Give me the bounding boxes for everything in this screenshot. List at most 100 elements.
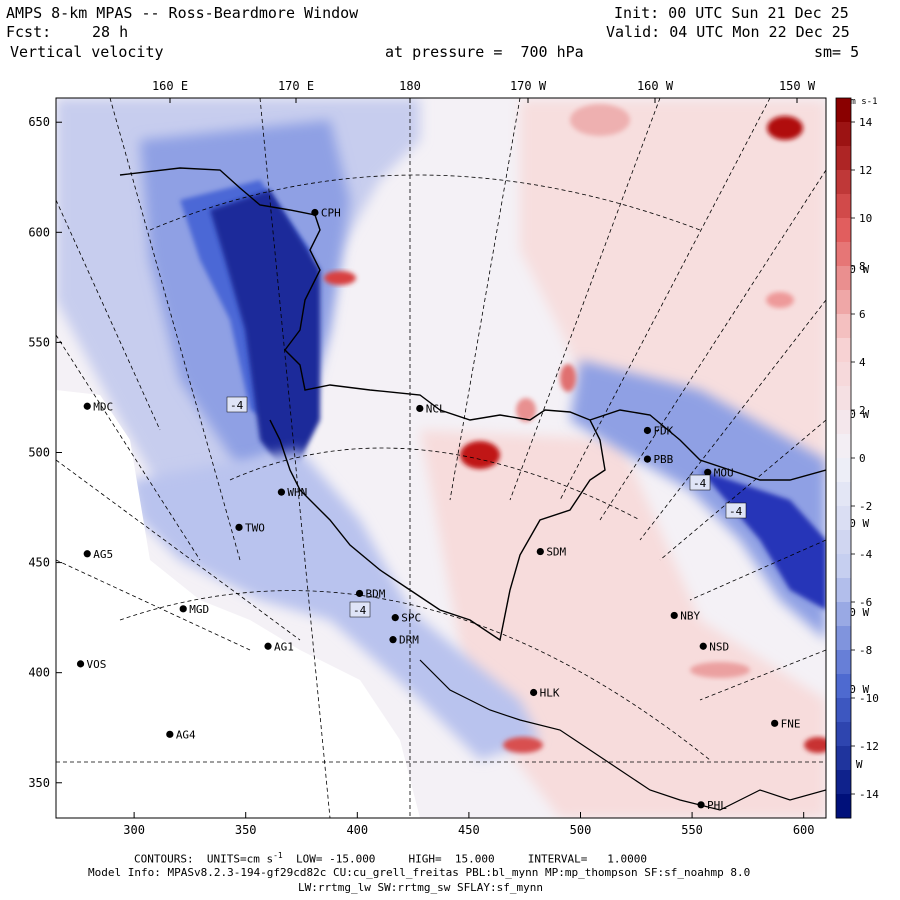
station-label: SPC [401, 612, 421, 625]
colorbar-bin [836, 170, 851, 195]
station-label: NSD [709, 640, 729, 653]
colorbar-units: cm s-1 [845, 97, 878, 107]
station-label: CPH [321, 206, 341, 219]
station-marker [355, 589, 364, 598]
colorbar-tick-label: -10 [859, 692, 879, 705]
colorbar-bin [836, 314, 851, 339]
longitude-label: 160 W [637, 79, 674, 93]
colorbar-bin [836, 506, 851, 531]
station-label: FDK [653, 424, 673, 437]
graticule [56, 98, 826, 818]
colorbar-tick-label: -8 [859, 644, 872, 657]
blue-band-east [570, 360, 826, 640]
x-tick-label: 550 [681, 823, 703, 837]
colorbar-bin [836, 746, 851, 771]
colorbar-bin [836, 194, 851, 219]
footer-model-info: Model Info: MPASv8.2.3-194-gf29cd82c CU:… [88, 866, 751, 879]
colorbar-tick-label: 2 [859, 404, 866, 417]
station-label: SDM [546, 546, 566, 559]
colorbar-tick-label: -12 [859, 740, 879, 753]
coastline-east [589, 409, 826, 481]
blue-strong-core [210, 190, 320, 480]
station-marker [771, 719, 779, 727]
red-cell [690, 662, 750, 678]
chart-title: AMPS 8-km MPAS -- Ross-Beardmore Window [6, 4, 359, 22]
field-name: Vertical velocity [10, 43, 164, 61]
pressure-level: at pressure = 700 hPa [385, 43, 584, 61]
colorbar-bin [836, 554, 851, 579]
init-time: Init: 00 UTC Sun 21 Dec 25 [614, 4, 849, 22]
forecast-label: Fcst: [6, 23, 52, 41]
station-label: AG5 [93, 548, 113, 561]
red-cell [503, 737, 543, 753]
station-marker [670, 611, 678, 620]
station-label: FNE [781, 717, 801, 730]
station-marker [643, 426, 652, 435]
colorbar: cm s-1 14 12 10 8 6 4 2 0 -2 -4 -6 -8 -10 -12 -14 [835, 97, 879, 819]
y-axis: 350 400 450 500 550 600 650 [28, 115, 62, 790]
red-cell [560, 364, 576, 392]
station-marker [83, 550, 91, 558]
contour-label: -4 [729, 505, 743, 518]
colorbar-bin [836, 650, 851, 675]
colorbar-tick-label: 10 [859, 212, 872, 225]
x-tick-label: 500 [570, 823, 592, 837]
contour-label-box [725, 502, 747, 519]
longitude-label: 170 E [278, 79, 314, 93]
colorbar-tick-label: 6 [859, 308, 866, 321]
colorbar-bin [836, 362, 851, 387]
red-cell [767, 116, 803, 140]
red-cell [460, 441, 500, 469]
red-cell [766, 292, 794, 308]
colorbar-tick-label: -4 [859, 548, 873, 561]
station-label: PHL [707, 799, 727, 812]
contour-label: -4 [693, 477, 707, 490]
station-marker [389, 636, 397, 644]
colorbar-bin [836, 530, 851, 555]
station-layer: CPH MDC NCL FDK PBB MOU WHN TWO AG5 SDM BDM MGD SPC N… [76, 206, 801, 812]
colorbar-bin [836, 602, 851, 627]
footer-contours: CONTOURS: UNITS=cm s-1 LOW= -15.000 HIGH… [134, 851, 647, 866]
station-label: BDM [366, 587, 386, 600]
colorbar-bin [836, 146, 851, 171]
blue-region-south [130, 450, 540, 760]
plot-frame [55, 97, 827, 819]
y-tick-label: 550 [28, 335, 50, 349]
colorbar-bin [836, 770, 851, 795]
station-marker [76, 660, 85, 668]
colorbar-bin [836, 386, 851, 411]
valid-time: Valid: 04 UTC Mon 22 Dec 25 [606, 23, 850, 41]
no-data-area [56, 390, 420, 818]
x-tick-label: 600 [793, 823, 815, 837]
colorbar-tick-label: 14 [859, 116, 873, 129]
smoothing: sm= 5 [814, 43, 860, 61]
contours-units-exp: -1 [273, 851, 283, 860]
colorbar-tick-label: 12 [859, 164, 872, 177]
colorbar-tick-label: -14 [859, 788, 879, 801]
longitude-label: 160 E [152, 79, 188, 93]
station-label: VOS [87, 658, 107, 671]
red-cell [324, 271, 356, 285]
contours-units: CONTOURS: UNITS=cm s [134, 852, 274, 866]
longitude-label: 180 [399, 79, 421, 93]
station-label: MDC [93, 400, 113, 413]
colorbar-tick-label: 4 [859, 356, 866, 369]
colorbar-bin [836, 266, 851, 291]
station-marker [697, 801, 705, 809]
colorbar-bin [836, 434, 851, 459]
station-marker [530, 688, 538, 697]
station-label: NCL [426, 402, 446, 415]
station-label: AG1 [274, 640, 294, 653]
station-label: AG4 [176, 728, 196, 741]
colorbar-bin [836, 578, 851, 603]
y-tick-label: 600 [28, 225, 50, 239]
y-tick-label: 500 [28, 445, 50, 459]
colorbar-bin [836, 410, 851, 435]
contour-label: -4 [353, 604, 367, 617]
station-label: TWO [245, 521, 265, 534]
red-cell [570, 104, 630, 136]
colorbar-bin [836, 626, 851, 651]
station-label: NBY [680, 609, 700, 622]
contour-label-box [349, 601, 371, 618]
coastline-south [419, 659, 826, 811]
